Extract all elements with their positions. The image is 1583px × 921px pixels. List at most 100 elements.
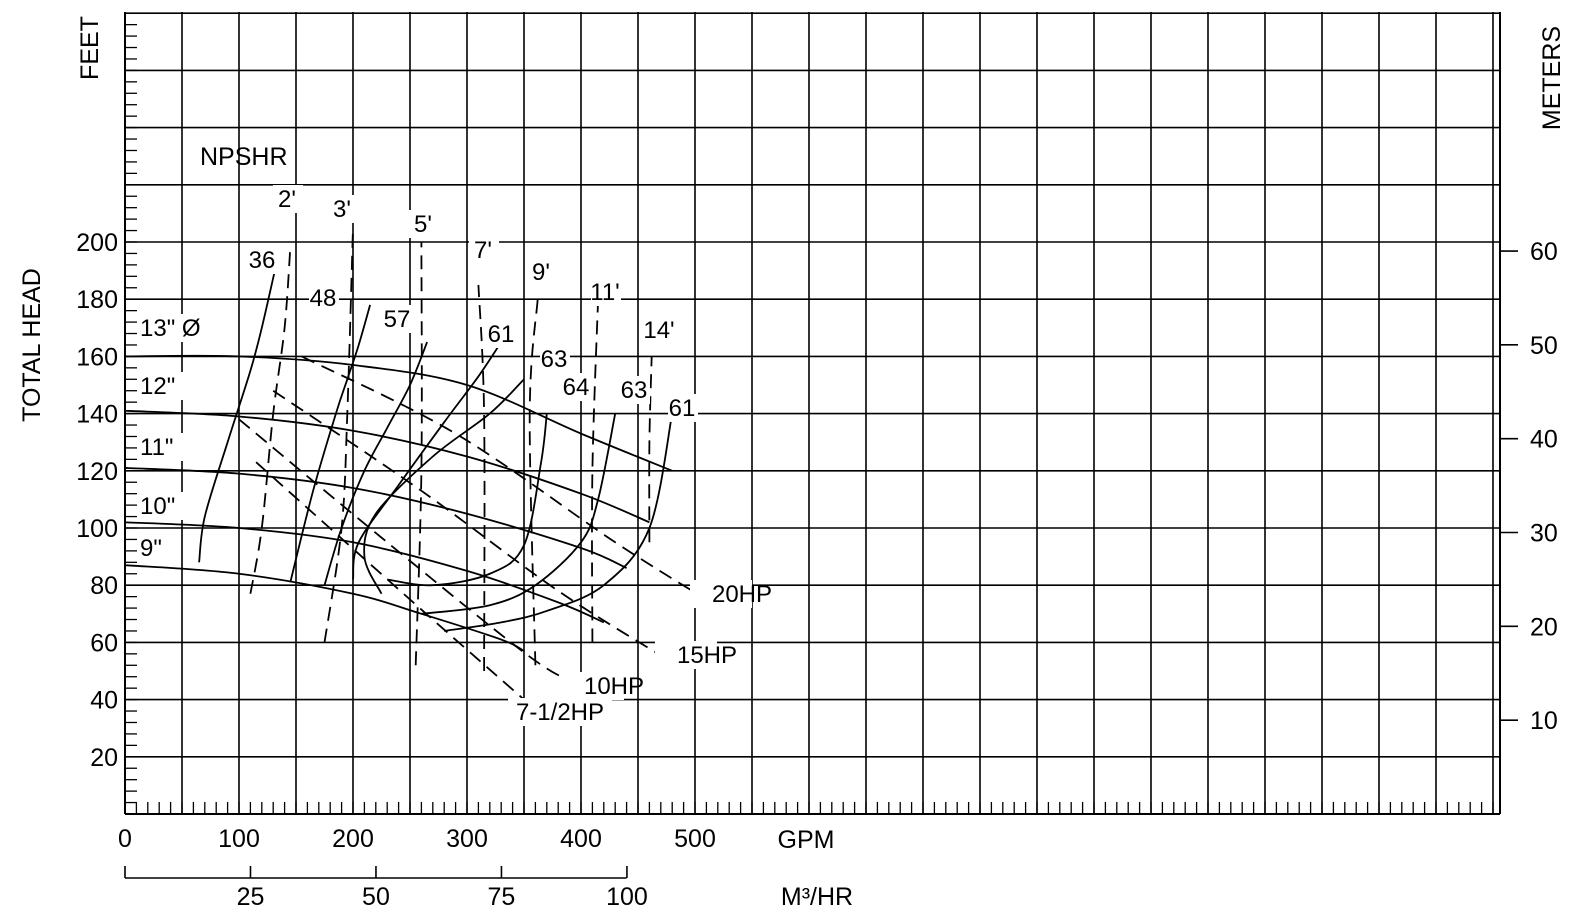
right-tick-label: 60 — [1530, 238, 1558, 266]
horsepower-line — [238, 418, 582, 687]
axis-ticks — [124, 12, 1518, 879]
npsh-curve — [528, 299, 539, 666]
right-tick-label: 30 — [1530, 520, 1558, 548]
efficiency-curve — [421, 413, 617, 615]
label-background — [668, 394, 698, 422]
efficiency-label: 64 — [563, 374, 590, 401]
efficiency-curve — [289, 304, 371, 583]
label-background — [469, 236, 499, 264]
horsepower-line — [301, 355, 707, 601]
horsepower-label: 10HP — [584, 673, 644, 700]
efficiency-label: 36 — [249, 247, 276, 274]
efficiency-label: 63 — [541, 346, 568, 373]
npsh-title: NPSHR — [200, 143, 288, 171]
npsh-curve — [249, 247, 292, 594]
impeller-label: 11" — [140, 434, 173, 461]
x-tick-label: 300 — [446, 825, 488, 853]
label-background — [309, 284, 339, 312]
efficiency-label: 63 — [621, 377, 648, 404]
y-axis-label: TOTAL HEAD — [18, 268, 46, 422]
x-tick-label: 400 — [560, 825, 602, 853]
label-background — [137, 372, 185, 400]
npsh-label: 11' — [590, 279, 620, 306]
curves — [124, 227, 707, 701]
efficiency-label: 57 — [384, 306, 411, 333]
npsh-label: 9' — [532, 259, 550, 286]
label-background — [137, 314, 213, 342]
label-background — [137, 492, 185, 520]
horsepower-label: 15HP — [677, 642, 737, 669]
efficiency-label: 48 — [310, 285, 337, 312]
right-tick-label: 50 — [1530, 332, 1558, 360]
label-background — [409, 210, 439, 238]
y-tick-label: 40 — [90, 687, 118, 715]
y-tick-label: 140 — [76, 401, 118, 429]
impeller-curve — [124, 409, 650, 524]
horsepower-label: 20HP — [712, 581, 772, 608]
y-tick-label: 100 — [76, 515, 118, 543]
horsepower-label: 7-1/2HP — [516, 699, 604, 726]
label-background — [508, 698, 612, 726]
secondary-tick-label: 25 — [237, 883, 265, 911]
secondary-tick-label: 75 — [488, 883, 516, 911]
label-background — [527, 258, 557, 286]
efficiency-curve — [444, 413, 674, 632]
efficiency-curve — [387, 413, 548, 587]
x-tick-label: 500 — [674, 825, 716, 853]
npsh-label: 7' — [474, 237, 492, 264]
efficiency-curve — [363, 378, 525, 595]
right-tick-label: 20 — [1530, 613, 1558, 641]
y-tick-label: 80 — [90, 572, 118, 600]
label-background — [645, 316, 675, 344]
secondary-tick-label: 50 — [362, 883, 390, 911]
impeller-label: 12" — [140, 373, 175, 400]
y-tick-label: 60 — [90, 629, 118, 657]
impeller-curve — [124, 354, 673, 472]
x-tick-label: 200 — [332, 825, 374, 853]
npsh-label: 14' — [643, 317, 674, 344]
label-background — [137, 433, 185, 461]
npsh-label: 2' — [278, 186, 296, 213]
npsh-curve — [648, 356, 653, 543]
right-tick-label: 40 — [1530, 426, 1558, 454]
y-axis-unit-feet: FEET — [76, 16, 104, 80]
horsepower-line — [255, 461, 525, 701]
x-axis-label: GPM — [778, 826, 835, 854]
label-background — [383, 305, 413, 333]
impeller-curve — [124, 521, 605, 624]
label-background — [620, 376, 650, 404]
x-tick-label: 100 — [218, 825, 260, 853]
label-background — [328, 195, 358, 223]
efficiency-curve — [198, 267, 277, 563]
label-background — [248, 246, 278, 274]
labels: 10 20 30 40 50 60 20 40 60 80 100 120 140 160 180 200 0 1… — [76, 185, 1558, 911]
label-background — [487, 320, 517, 348]
efficiency-curve — [323, 341, 428, 586]
grid — [124, 12, 1501, 815]
npsh-label: 5' — [414, 211, 432, 238]
label-background — [137, 534, 171, 562]
label-background — [562, 373, 592, 401]
label-background — [562, 672, 624, 700]
y-tick-label: 160 — [76, 343, 118, 371]
npsh-curve — [323, 227, 354, 643]
label-background — [690, 580, 752, 608]
horsepower-line — [272, 389, 673, 664]
label-background — [540, 345, 570, 373]
npsh-label: 3' — [333, 196, 351, 223]
secondary-tick-label: 100 — [606, 883, 648, 911]
x-axis-secondary-label: M³/HR — [781, 883, 853, 911]
y-tick-label: 120 — [76, 458, 118, 486]
impeller-label: 13" Ø — [140, 315, 201, 342]
y-axis-unit-meters: METERS — [1538, 26, 1566, 130]
impeller-curve — [124, 467, 627, 569]
y-tick-label: 180 — [76, 286, 118, 314]
x-tick-label: 0 — [118, 825, 132, 853]
npsh-curve — [477, 284, 486, 672]
right-tick-label: 10 — [1530, 707, 1558, 735]
impeller-label: 10" — [140, 493, 175, 520]
efficiency-curve — [352, 341, 502, 580]
efficiency-label: 61 — [669, 395, 696, 422]
npsh-curve — [414, 241, 423, 666]
